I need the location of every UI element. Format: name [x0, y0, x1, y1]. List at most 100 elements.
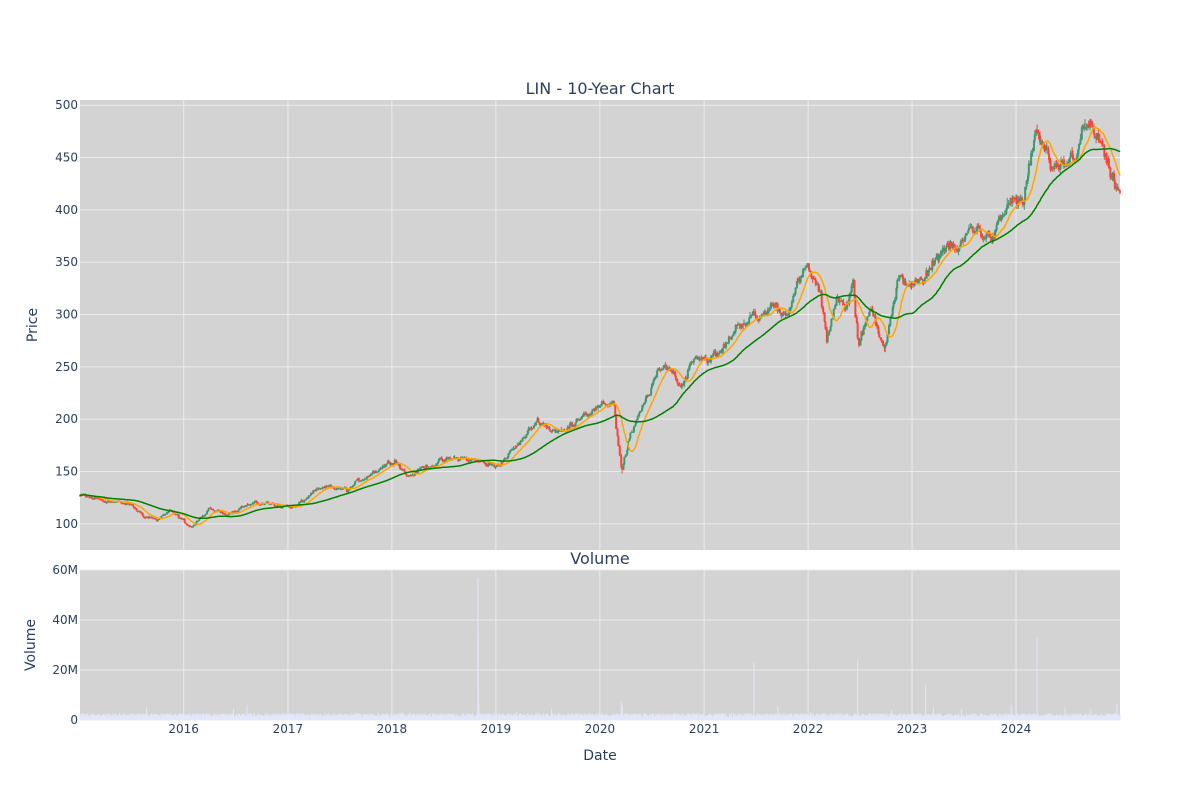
price-candle-body: [537, 418, 540, 423]
price-candle-body: [1044, 148, 1047, 151]
price-candle-body: [162, 514, 165, 516]
price-candle-body: [1055, 163, 1058, 167]
price-candle-body: [447, 457, 450, 460]
price-candle-body: [517, 443, 520, 446]
price-candle-body: [499, 465, 502, 467]
price-candle-body: [671, 370, 674, 374]
price-candle-body: [622, 464, 625, 470]
price-candle-body: [102, 500, 105, 502]
price-candle-body: [423, 468, 426, 470]
price-candle-body: [1036, 129, 1039, 133]
price-candle-body: [197, 519, 200, 521]
price-candle-body: [838, 300, 841, 303]
price-candle-body: [347, 490, 350, 493]
price-candle-body: [120, 502, 123, 504]
price-candle-body: [573, 425, 576, 427]
price-candle-body: [938, 255, 941, 261]
price-candle-body: [520, 441, 523, 443]
price-candle-body: [172, 511, 175, 513]
price-candle-body: [977, 225, 980, 228]
price-candle-body: [654, 376, 657, 379]
price-candle-body: [892, 302, 895, 308]
price-candle-body: [962, 239, 965, 241]
price-candle-body: [1071, 154, 1074, 160]
moving-average-line: [79, 147, 1121, 520]
price-candle-body: [582, 413, 585, 417]
price-candle-body: [997, 220, 1000, 225]
price-candle-body: [152, 518, 155, 520]
price-candle-body: [746, 323, 749, 325]
price-candle-body: [259, 504, 262, 506]
price-candle-body: [220, 511, 223, 513]
price-candle-body: [386, 460, 389, 464]
price-candle-body: [580, 417, 583, 420]
price-candle-body: [751, 311, 754, 315]
price-candle-body: [940, 252, 943, 255]
price-candle-body: [674, 371, 677, 377]
price-candle-body: [1083, 125, 1086, 129]
price-candle-body: [237, 510, 240, 512]
price-candle-body: [307, 495, 310, 498]
price-candle-body: [552, 429, 555, 431]
price-candle-body: [194, 524, 197, 526]
price-candle-body: [324, 485, 327, 488]
price-candle-body: [814, 279, 817, 285]
price-candle-body: [722, 344, 725, 348]
price-candle-body: [1057, 164, 1060, 170]
price-candle-body: [1041, 140, 1044, 146]
price-candle-body: [885, 342, 888, 345]
price-candle-body: [345, 488, 348, 493]
price-candle-body: [1048, 154, 1051, 161]
price-candle-body: [252, 503, 255, 505]
price-candle-body: [385, 463, 388, 466]
price-candle-body: [750, 314, 753, 317]
price-candle-body: [177, 514, 180, 518]
price-candle-body: [126, 502, 129, 505]
price-candle-body: [1080, 127, 1083, 140]
price-candle-body: [782, 312, 785, 315]
price-candle-body: [375, 471, 378, 473]
price-candle-body: [1109, 167, 1112, 178]
price-candle-body: [1027, 163, 1030, 176]
price-candle-body: [790, 301, 793, 308]
price-candle-body: [333, 487, 336, 489]
price-candle-body: [772, 303, 775, 307]
price-candle-body: [716, 353, 719, 356]
price-candle-body: [997, 216, 1000, 221]
price-candle-body: [744, 323, 747, 326]
price-candle-body: [632, 431, 635, 433]
price-candle-body: [877, 326, 880, 334]
price-candle-body: [437, 459, 440, 462]
price-candle-body: [876, 324, 879, 327]
volume-y-tick-label: 20M: [52, 663, 78, 677]
price-candle-body: [660, 369, 663, 371]
price-candle-body: [1116, 186, 1119, 190]
price-candle-body: [1038, 135, 1041, 143]
price-candle-body: [555, 431, 558, 433]
x-tick-label: 2019: [481, 722, 512, 736]
price-candle-body: [551, 430, 554, 432]
price-candle-body: [354, 481, 357, 485]
price-candle-body: [742, 324, 745, 326]
price-candle-body: [515, 445, 518, 447]
price-candle-body: [210, 508, 213, 510]
price-candle-body: [923, 277, 926, 283]
price-candle-body: [531, 427, 534, 429]
price-candle-body: [363, 478, 366, 480]
price-candle-body: [98, 498, 101, 500]
price-candle-body: [1047, 147, 1050, 155]
price-candle-body: [929, 268, 932, 271]
price-candle-body: [946, 243, 949, 246]
price-candle-body: [855, 317, 858, 323]
price-candle-body: [639, 411, 642, 413]
price-candle-body: [501, 461, 504, 463]
price-candle-body: [684, 377, 687, 381]
price-candle-body: [258, 504, 261, 506]
price-candle-body: [239, 508, 242, 510]
date-axis-title: Date: [583, 748, 616, 764]
price-candle-body: [648, 394, 651, 396]
price-candle-body: [676, 379, 679, 384]
price-candle-body: [164, 513, 167, 516]
price-candle-body: [490, 463, 493, 466]
price-candle-body: [1103, 145, 1106, 157]
